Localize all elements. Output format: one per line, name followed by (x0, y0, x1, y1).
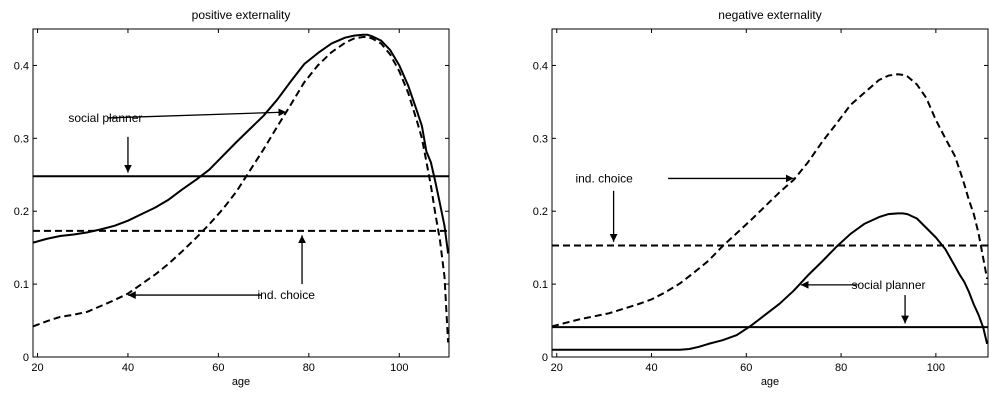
series-line-dashed (33, 36, 449, 343)
axes-frame (32, 28, 450, 358)
y-tick-label: 0.2 (533, 206, 548, 218)
y-tick-label: 0.2 (14, 206, 29, 218)
axes-frame (551, 28, 989, 358)
series-line-dashed (552, 73, 988, 328)
chart-title: negative externality (718, 8, 821, 22)
series-group (552, 73, 988, 351)
x-tick-label: 80 (835, 362, 847, 374)
x-axis-label: age (761, 376, 779, 388)
series-line-solid (33, 33, 449, 254)
y-tick-label: 0 (23, 352, 29, 364)
x-tick-label: 100 (927, 362, 945, 374)
x-tick-label: 80 (303, 362, 315, 374)
annotation-label: social planner (851, 278, 925, 292)
y-tick-label: 0.1 (533, 279, 548, 291)
y-tick-label: 0.3 (14, 133, 29, 145)
series-group (33, 33, 449, 343)
y-tick-label: 0.4 (14, 60, 29, 72)
series-line-solid (552, 212, 988, 351)
x-tick-label: 20 (551, 362, 563, 374)
annotation-label: ind. choice (258, 288, 316, 302)
x-tick-label: 60 (212, 362, 224, 374)
annotation-label: social planner (68, 111, 142, 125)
x-axis-label: age (232, 376, 250, 388)
chart-title: positive externality (192, 8, 291, 22)
annotation-arrow (107, 108, 287, 119)
y-tick-label: 0.3 (533, 133, 548, 145)
annotation-label: ind. choice (575, 171, 633, 185)
y-tick-label: 0 (542, 352, 548, 364)
x-tick-label: 40 (122, 362, 134, 374)
y-tick-label: 0.4 (533, 60, 548, 72)
y-tick-label: 0.1 (14, 279, 29, 291)
x-tick-label: 40 (645, 362, 657, 374)
chart-positive-externality: 20 40 60 80 100 0 0.1 0.2 0.3 0.4 positive externa… (14, 8, 450, 388)
x-tick-label: 20 (31, 362, 43, 374)
x-tick-label: 60 (740, 362, 752, 374)
chart-negative-externality: 20 40 60 80 100 0 0.1 0.2 0.3 0.4 negative externa… (533, 8, 989, 388)
x-tick-label: 100 (390, 362, 408, 374)
